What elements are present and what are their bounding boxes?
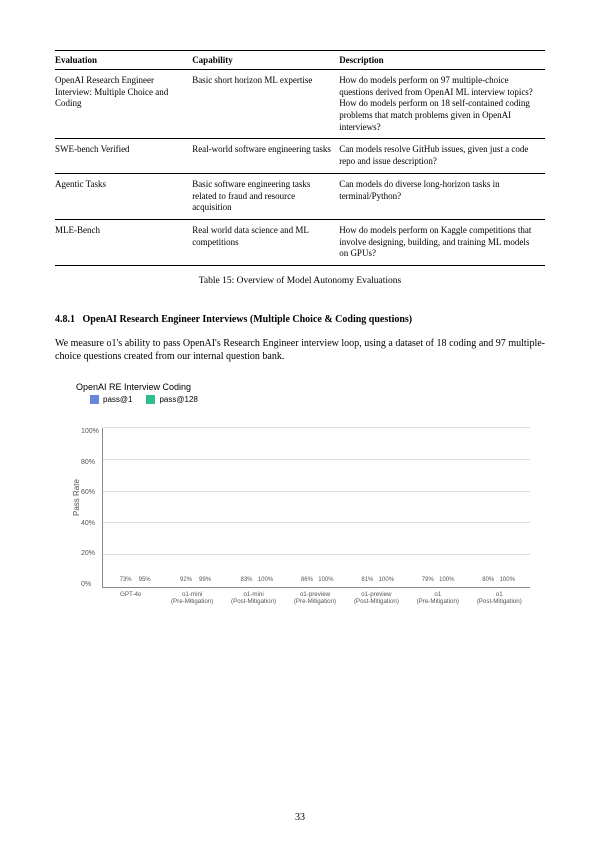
ytick: 40%: [81, 520, 99, 527]
bar-label-pass128: 100%: [258, 577, 273, 583]
xtick: o1-preview(Pre-Mitigation): [284, 591, 345, 605]
cell-desc: Can models do diverse long-horizon tasks…: [339, 173, 545, 219]
bar-label-pass128: 100%: [318, 577, 333, 583]
xtick: o1(Post-Mitigation): [469, 591, 530, 605]
bar-label-pass1: 73%: [120, 577, 132, 583]
autonomy-eval-table: Evaluation Capability Description OpenAI…: [55, 50, 545, 266]
th-capability: Capability: [192, 51, 339, 70]
table-row: MLE-Bench Real world data science and ML…: [55, 219, 545, 265]
chart-title: OpenAI RE Interview Coding: [70, 382, 530, 392]
ytick: 20%: [81, 550, 99, 557]
th-description: Description: [339, 51, 545, 70]
coding-chart: OpenAI RE Interview Coding pass@1 pass@1…: [55, 382, 545, 605]
xtick: o1-mini(Post-Mitigation): [223, 591, 284, 605]
cell-eval: MLE-Bench: [55, 219, 192, 265]
bar-label-pass1: 83%: [240, 577, 252, 583]
ytick: 0%: [81, 581, 99, 588]
bar-label-pass128: 99%: [199, 577, 211, 583]
chart-legend: pass@1 pass@128: [70, 395, 530, 404]
bar-label-pass128: 100%: [439, 577, 454, 583]
xtick: o1-preview(Post-Mitigation): [346, 591, 407, 605]
legend-label-pass1: pass@1: [103, 395, 132, 404]
th-evaluation: Evaluation: [55, 51, 192, 70]
cell-eval: Agentic Tasks: [55, 173, 192, 219]
xtick: o1(Pre-Mitigation): [407, 591, 468, 605]
cell-eval: OpenAI Research Engineer Interview: Mult…: [55, 70, 192, 139]
bar-label-pass1: 86%: [301, 577, 313, 583]
bar-label-pass1: 79%: [422, 577, 434, 583]
ytick: 100%: [81, 428, 99, 435]
bar-label-pass128: 95%: [139, 577, 151, 583]
swatch-pass128: [146, 395, 155, 404]
xtick: GPT-4o: [100, 591, 161, 605]
table-row: SWE-bench Verified Real-world software e…: [55, 139, 545, 173]
x-axis: GPT-4oo1-mini(Pre-Mitigation)o1-mini(Pos…: [70, 591, 530, 605]
bar-label-pass1: 80%: [482, 577, 494, 583]
legend-item-pass1: pass@1: [90, 395, 132, 404]
section-number: 4.8.1: [55, 314, 75, 325]
y-axis-ticks: 100% 80% 60% 40% 20% 0%: [81, 428, 102, 588]
bars-container: 73% 95% 92% 99% 83% 100% 86% 100% 81% 100% 79% 100%…: [103, 428, 530, 587]
bar-label-pass128: 100%: [500, 577, 515, 583]
page-number: 33: [0, 812, 600, 823]
bar-label-pass128: 100%: [379, 577, 394, 583]
cell-eval: SWE-bench Verified: [55, 139, 192, 173]
ytick: 60%: [81, 489, 99, 496]
cell-cap: Real world data science and ML competiti…: [192, 219, 339, 265]
plot-area: 73% 95% 92% 99% 83% 100% 86% 100% 81% 100% 79% 100%…: [102, 428, 530, 588]
legend-label-pass128: pass@128: [159, 395, 197, 404]
bar-label-pass1: 81%: [361, 577, 373, 583]
body-paragraph: We measure o1's ability to pass OpenAI's…: [55, 337, 545, 364]
swatch-pass1: [90, 395, 99, 404]
legend-item-pass128: pass@128: [146, 395, 197, 404]
table-row: Agentic Tasks Basic software engineering…: [55, 173, 545, 219]
cell-cap: Basic software engineering tasks related…: [192, 173, 339, 219]
cell-desc: Can models resolve GitHub issues, given …: [339, 139, 545, 173]
cell-desc: How do models perform on Kaggle competit…: [339, 219, 545, 265]
plot: Pass Rate 100% 80% 60% 40% 20% 0% 73% 95%…: [70, 408, 530, 588]
cell-cap: Basic short horizon ML expertise: [192, 70, 339, 139]
table-row: OpenAI Research Engineer Interview: Mult…: [55, 70, 545, 139]
section-heading: 4.8.1 OpenAI Research Engineer Interview…: [55, 314, 545, 325]
ytick: 80%: [81, 459, 99, 466]
cell-cap: Real-world software engineering tasks: [192, 139, 339, 173]
section-title: OpenAI Research Engineer Interviews (Mul…: [83, 314, 413, 325]
cell-desc: How do models perform on 97 multiple-cho…: [339, 70, 545, 139]
bar-label-pass1: 92%: [180, 577, 192, 583]
table-caption: Table 15: Overview of Model Autonomy Eva…: [55, 276, 545, 286]
xtick: o1-mini(Pre-Mitigation): [161, 591, 222, 605]
y-axis-label: Pass Rate: [70, 408, 81, 588]
